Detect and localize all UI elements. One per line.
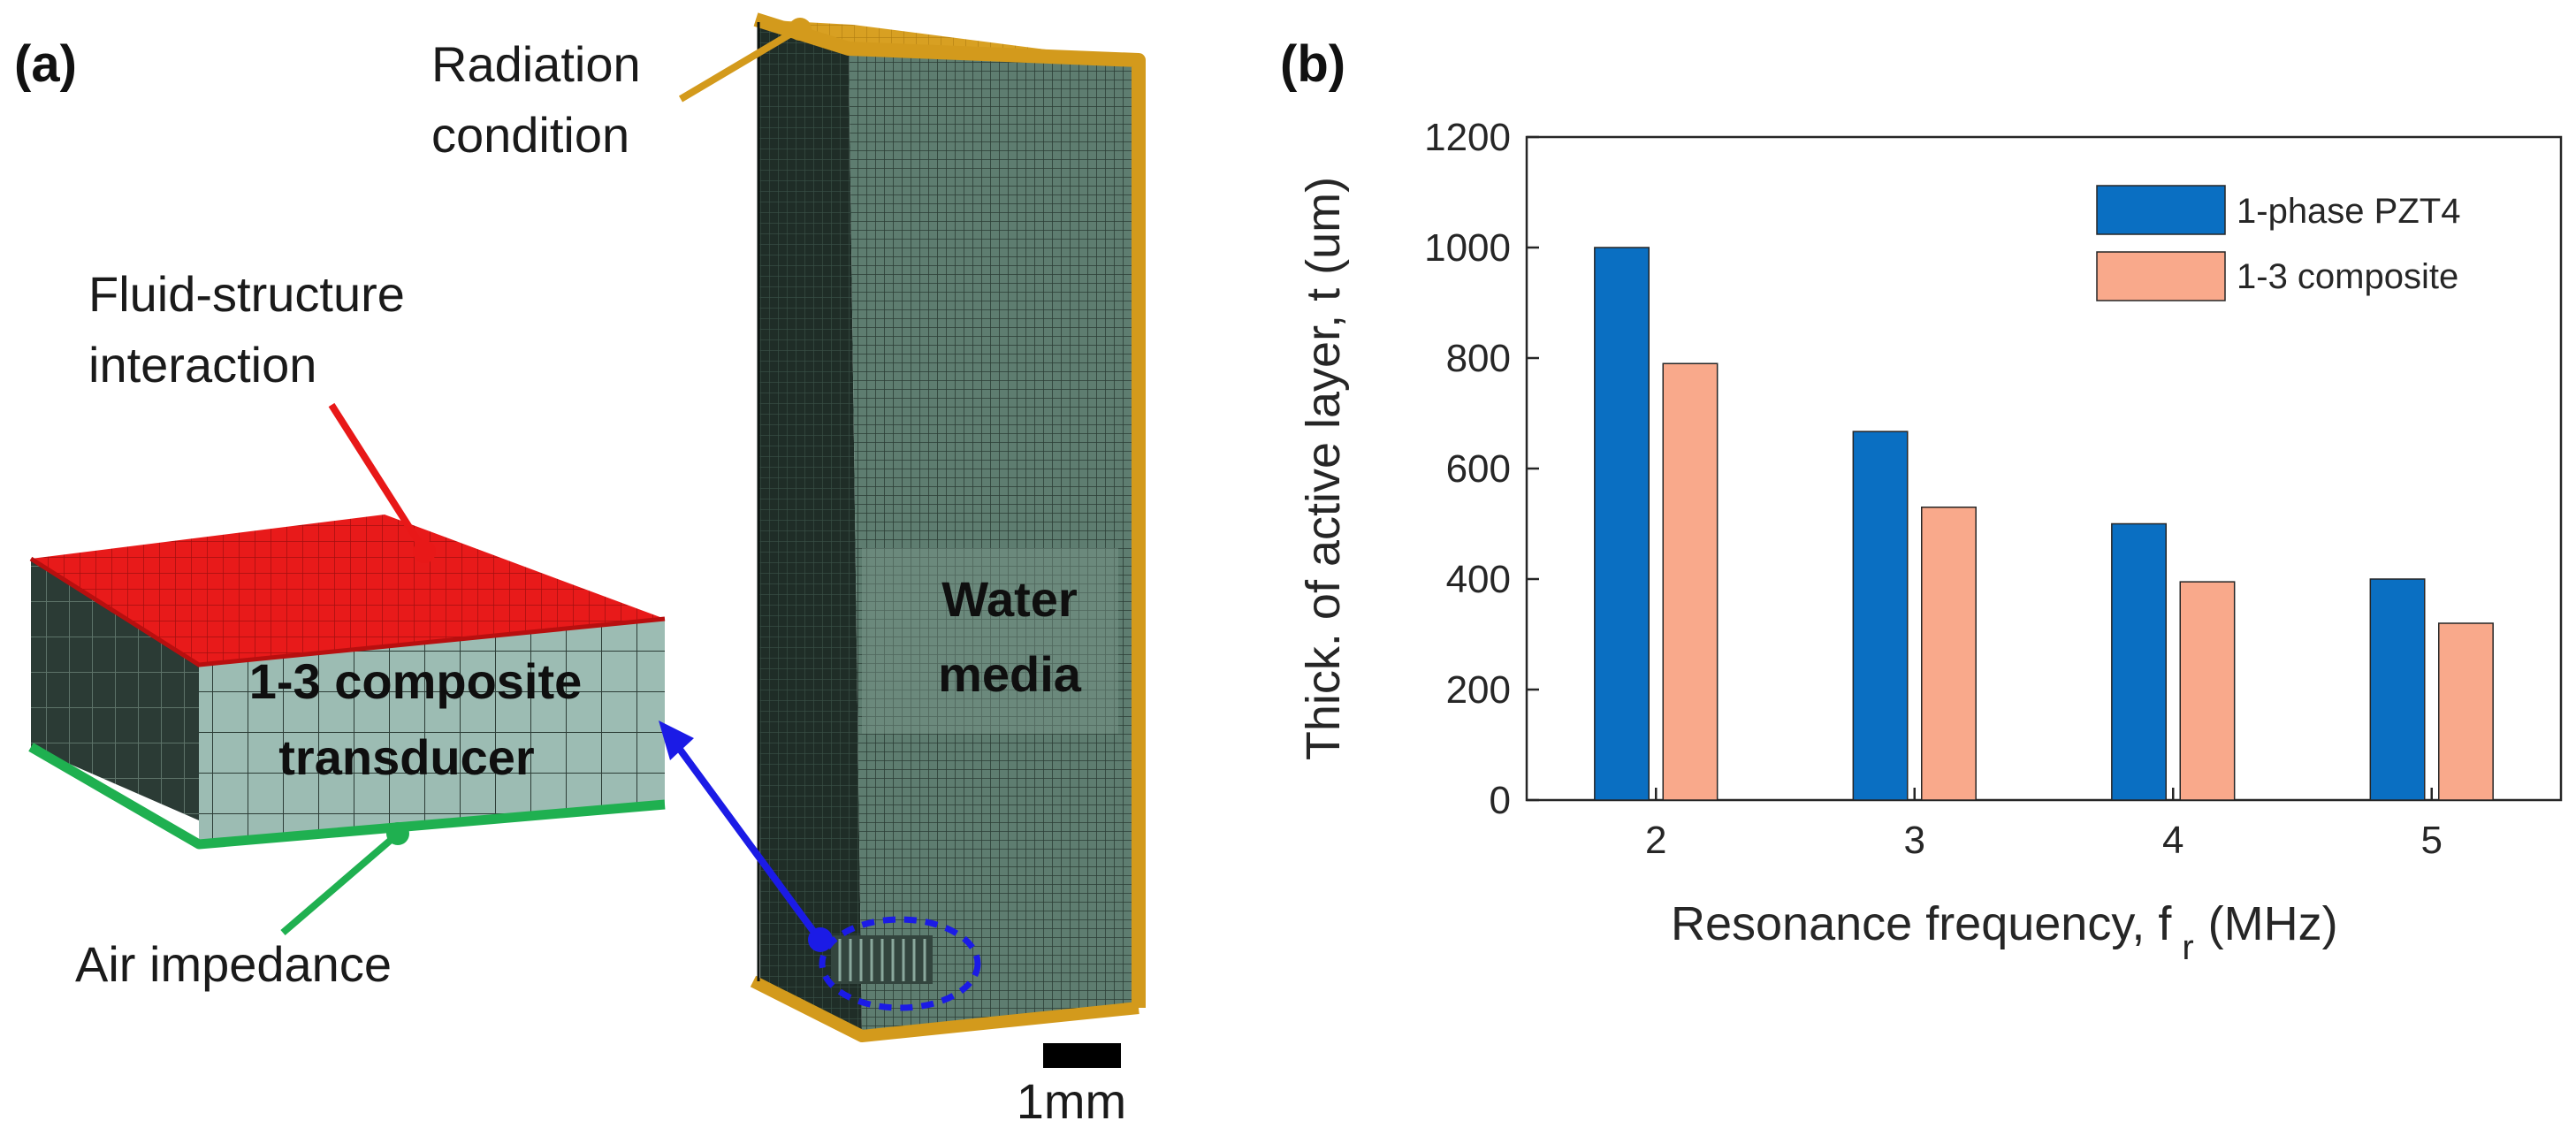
y-tick-label: 1000: [1424, 226, 1511, 270]
bar-composite-3mhz: [1921, 507, 1977, 801]
legend-swatch-composite: [2096, 251, 2226, 301]
bar-pzt4-3mhz: [1852, 431, 1909, 801]
fsi-label-line-2: interaction: [88, 337, 316, 393]
x-axis-label-sub: r: [2182, 928, 2193, 967]
radiation-arrow: [678, 27, 798, 103]
water-media-line-1: Water: [941, 571, 1078, 627]
scale-bar: [1043, 1043, 1121, 1068]
y-tick-label: 800: [1446, 337, 1511, 380]
scale-bar-label: 1mm: [1017, 1073, 1126, 1129]
water-column: Water media: [750, 12, 1146, 1042]
link-arrow-dot: [808, 927, 833, 952]
bars: [1594, 247, 2494, 801]
radiation-boundary-bottom: [750, 975, 1139, 1042]
bar-chart: 0 200 400 600 800 1000 1200 2 3 4 5 Thick. of act…: [1297, 116, 2563, 967]
x-tick-label: 2: [1645, 819, 1666, 862]
bar-composite-2mhz: [1662, 362, 1719, 801]
air-arrow: [280, 832, 399, 936]
panel-a: (a) Water media Radiation condition: [14, 12, 1146, 1129]
radiation-label-line-2: condition: [431, 107, 629, 163]
air-arrow-dot: [386, 822, 409, 845]
composite-label-line-1: 1-3 composite: [249, 653, 583, 709]
fsi-top-face: [31, 515, 665, 665]
air-label: Air impedance: [75, 936, 392, 992]
panel-b-label: (b): [1280, 35, 1345, 93]
bar-pzt4-2mhz: [1594, 247, 1650, 801]
legend-label-composite: 1-3 composite: [2237, 257, 2458, 296]
water-column-highlight: [862, 548, 1118, 734]
panel-a-label: (a): [14, 35, 77, 93]
x-axis-label-main: Resonance frequency, f: [1671, 897, 2172, 950]
legend-label-pzt4: 1-phase PZT4: [2237, 192, 2460, 231]
composite-box: 1-3 composite transducer: [28, 515, 666, 850]
air-boundary: [28, 743, 666, 850]
x-axis: 2 3 4 5: [1645, 788, 2443, 862]
transducer-highlight-ellipse: [819, 916, 981, 1011]
radiation-arrow-dot: [789, 18, 812, 41]
y-axis: 0 200 400 600 800 1000 1200: [1424, 116, 1539, 822]
y-tick-label: 600: [1446, 447, 1511, 491]
link-arrow-head: [659, 720, 694, 760]
fsi-arrow-dot: [413, 540, 436, 563]
y-tick-label: 1200: [1424, 116, 1511, 159]
bar-pzt4-4mhz: [2111, 522, 2167, 801]
fsi-label-line-1: Fluid-structure: [88, 266, 405, 322]
composite-side-face: [31, 559, 199, 820]
y-axis-label: Thick. of active layer, t (um): [1297, 177, 1350, 760]
x-tick-label: 5: [2421, 819, 2443, 862]
x-tick-label: 4: [2162, 819, 2184, 862]
bar-composite-5mhz: [2438, 622, 2494, 801]
fsi-arrow: [328, 402, 426, 551]
y-tick-label: 200: [1446, 668, 1511, 712]
water-media-line-2: media: [938, 646, 1082, 702]
fsi-edge: [29, 556, 666, 667]
water-column-front: [849, 49, 1139, 1034]
water-column-side: [758, 22, 862, 1034]
panel-b: (b) 0 200 400 600 800 1000 1200 2 3 4 5 Thick. of…: [1280, 35, 2563, 967]
bar-composite-4mhz: [2179, 581, 2236, 801]
y-tick-label: 0: [1490, 779, 1511, 822]
x-axis-label-unit: (MHz): [2208, 897, 2338, 950]
bar-pzt4-5mhz: [2369, 578, 2426, 801]
x-axis-label: Resonance frequency, f r (MHz): [1671, 897, 2338, 967]
composite-front-face: [199, 619, 665, 844]
embedded-transducer-mesh: [838, 939, 926, 981]
x-tick-label: 3: [1904, 819, 1925, 862]
composite-label-line-2: transducer: [278, 729, 534, 785]
link-arrow: [670, 738, 821, 940]
y-tick-label: 400: [1446, 558, 1511, 601]
legend: 1-phase PZT4 1-3 composite: [2096, 185, 2460, 301]
legend-swatch-pzt4: [2096, 185, 2226, 235]
radiation-label-line-1: Radiation: [431, 36, 641, 92]
